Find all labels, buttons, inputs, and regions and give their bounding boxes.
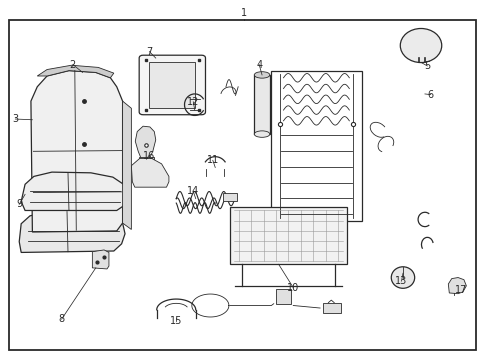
- Text: 17: 17: [454, 285, 467, 296]
- Polygon shape: [122, 101, 131, 229]
- Text: 14: 14: [187, 186, 199, 197]
- Polygon shape: [21, 172, 126, 211]
- Text: 10: 10: [286, 283, 299, 293]
- Polygon shape: [37, 65, 114, 78]
- Polygon shape: [31, 71, 122, 232]
- FancyBboxPatch shape: [139, 55, 205, 115]
- Polygon shape: [447, 278, 466, 294]
- Text: 4: 4: [256, 59, 262, 69]
- Polygon shape: [135, 126, 156, 158]
- Text: 13: 13: [395, 276, 407, 286]
- Text: 2: 2: [70, 59, 76, 69]
- Ellipse shape: [254, 131, 269, 137]
- Text: 16: 16: [142, 150, 155, 161]
- Text: 3: 3: [12, 114, 19, 124]
- Bar: [271, 71, 361, 221]
- Ellipse shape: [254, 72, 269, 78]
- Bar: [222, 193, 237, 201]
- Text: 6: 6: [427, 90, 433, 100]
- Text: 7: 7: [146, 46, 152, 57]
- Polygon shape: [19, 211, 125, 252]
- Text: 11: 11: [206, 155, 219, 165]
- Bar: [139, 157, 154, 164]
- Text: 8: 8: [59, 314, 64, 324]
- Bar: [229, 207, 346, 264]
- Bar: [254, 75, 269, 134]
- Bar: [276, 289, 290, 304]
- Text: 9: 9: [16, 199, 22, 210]
- Text: 12: 12: [187, 97, 199, 107]
- Bar: [322, 303, 340, 313]
- Text: 5: 5: [424, 61, 429, 71]
- Bar: [149, 62, 195, 108]
- Ellipse shape: [400, 28, 441, 63]
- Polygon shape: [131, 158, 168, 187]
- Ellipse shape: [390, 267, 414, 288]
- Polygon shape: [92, 250, 109, 269]
- Text: 1: 1: [241, 8, 247, 18]
- Text: 15: 15: [170, 316, 182, 325]
